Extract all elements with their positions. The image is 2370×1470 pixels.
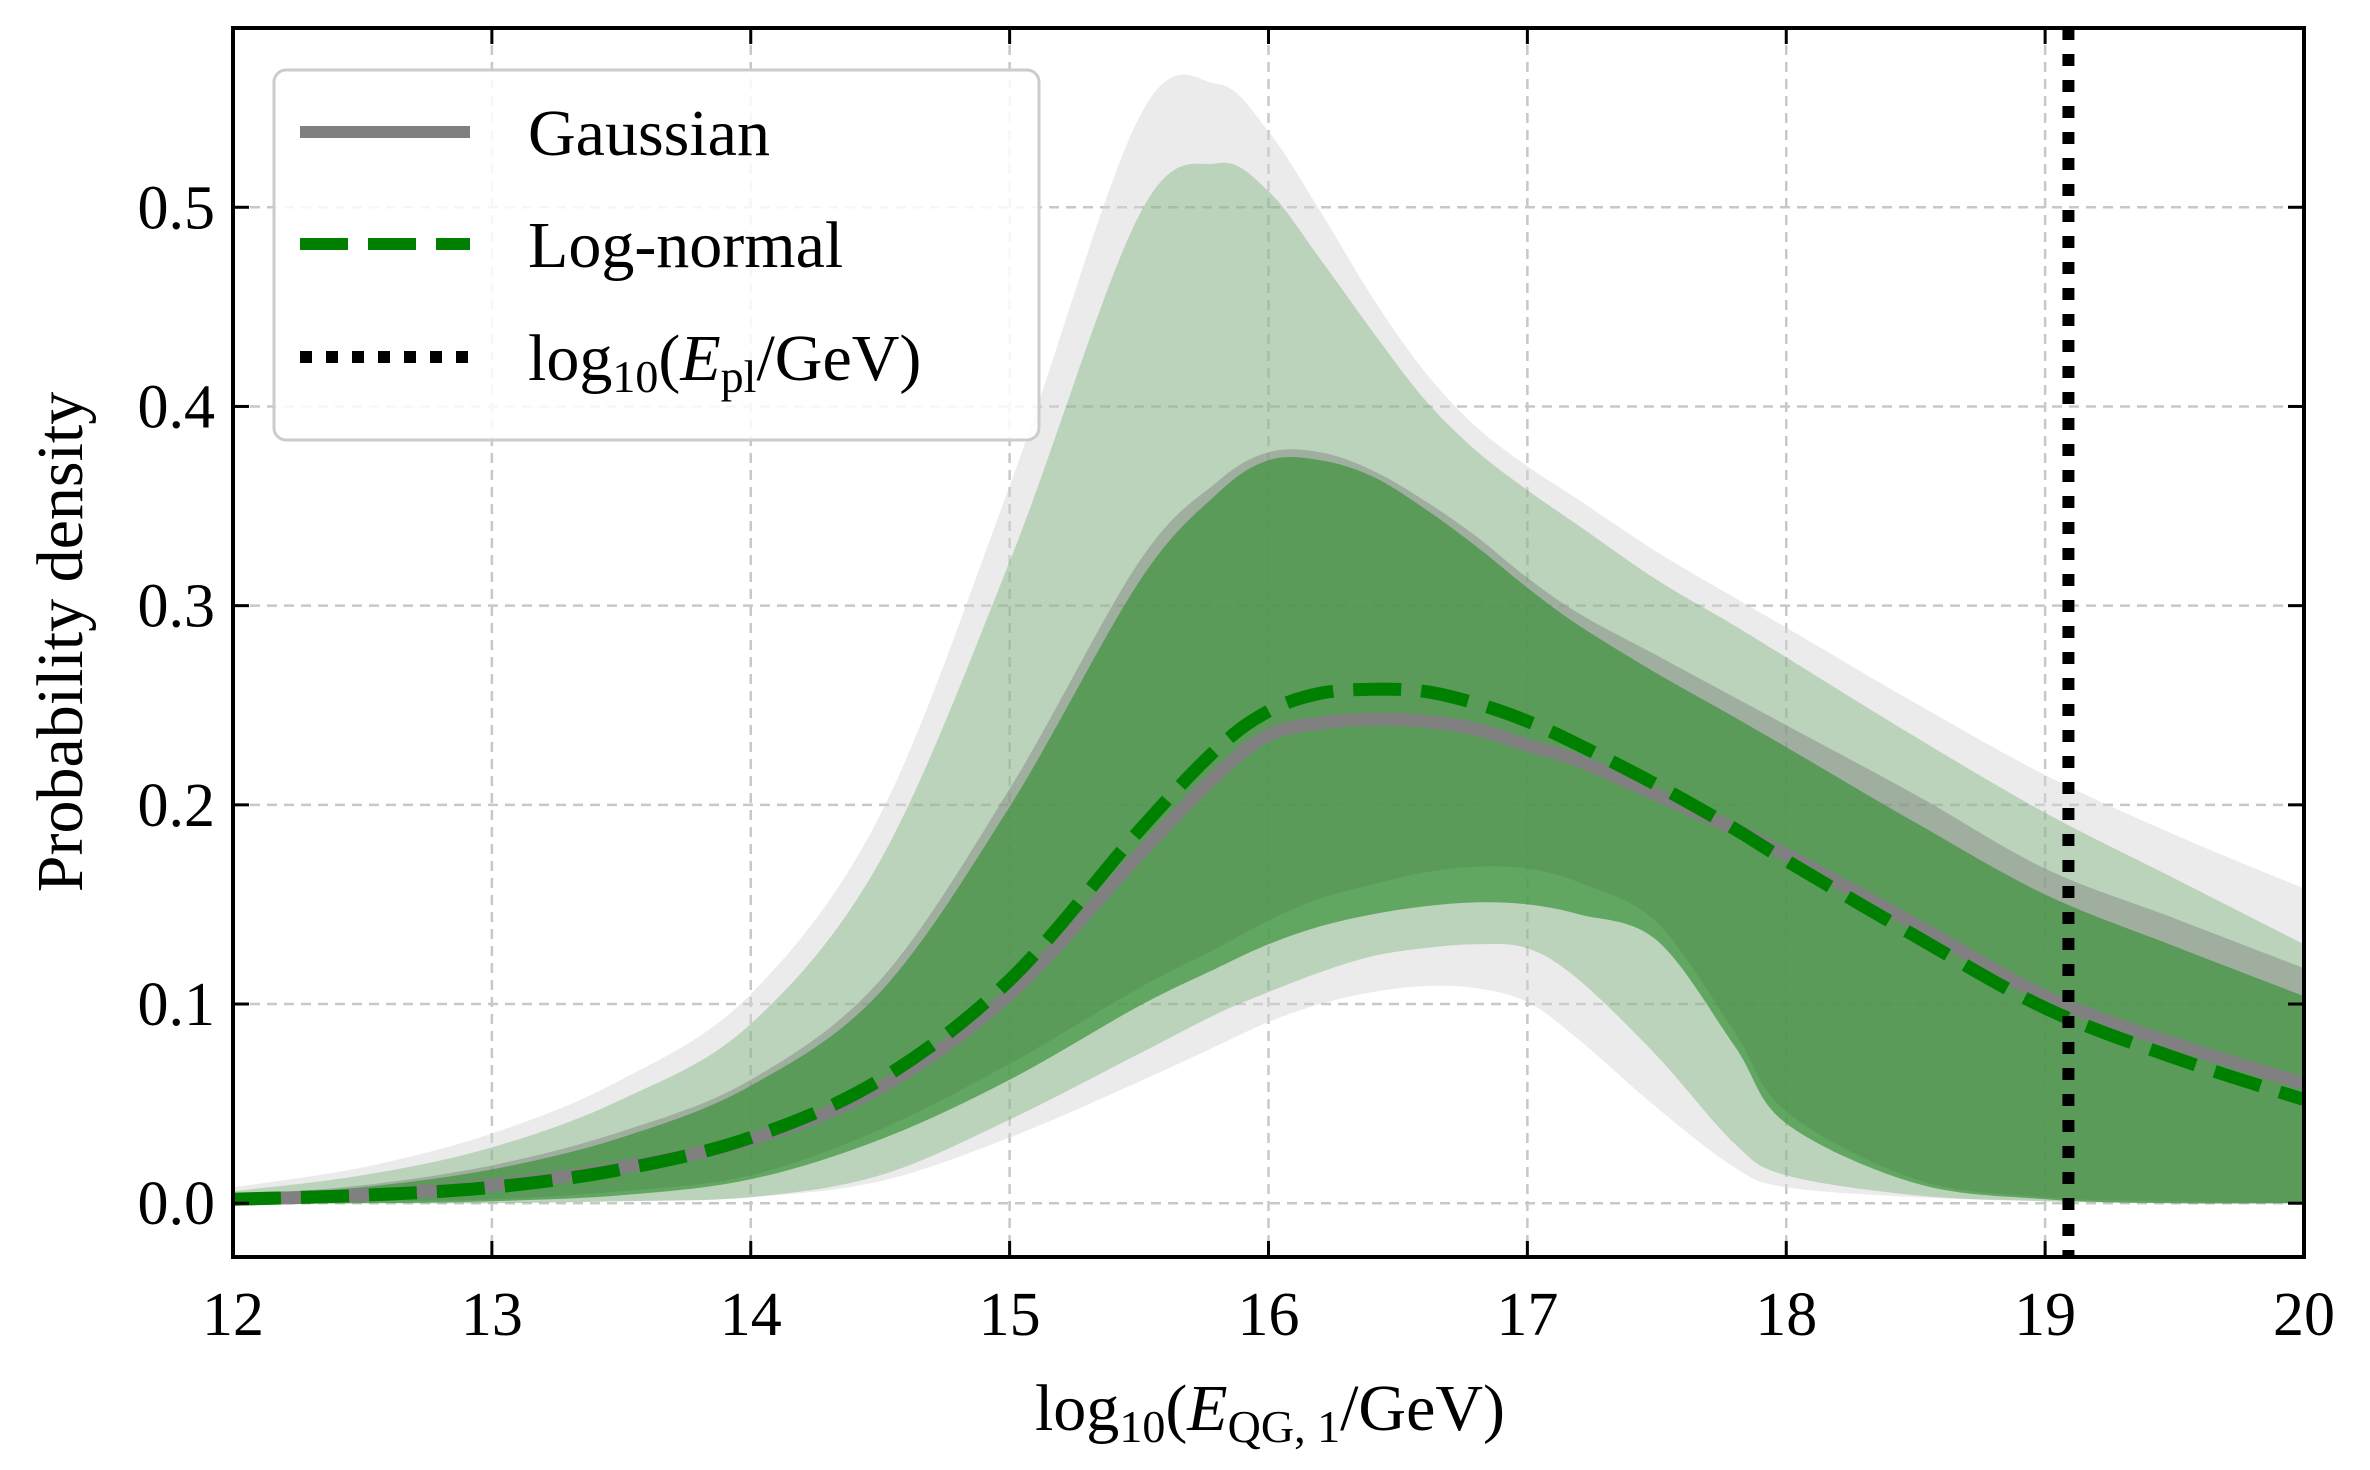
x-label-prefix: log — [1035, 1372, 1119, 1445]
legend-planck-suffix: /GeV) — [756, 322, 921, 395]
legend: Gaussian Log-normal log10(Epl/GeV) — [272, 68, 1041, 442]
series-lines — [233, 682, 2304, 1206]
legend-planck-prefix: log — [528, 322, 612, 395]
legend-planck-var: E — [679, 322, 720, 395]
x-axis-label: log10(EQG, 1/GeV) — [1035, 1372, 1505, 1452]
legend-item-gaussian: Gaussian — [300, 97, 770, 170]
x-tick-label-8: 20 — [2273, 1281, 2335, 1349]
y-tick-label-1: 0.1 — [138, 971, 216, 1039]
y-tick-label-2: 0.2 — [138, 772, 216, 840]
x-axis-ticks: 12 13 14 15 16 17 18 19 20 — [202, 28, 2335, 1349]
x-tick-label-5: 17 — [1496, 1281, 1558, 1349]
x-tick-label-1: 13 — [461, 1281, 523, 1349]
x-tick-label-7: 19 — [2014, 1281, 2076, 1349]
y-tick-label-4: 0.4 — [138, 373, 216, 441]
y-tick-label-5: 0.5 — [138, 174, 216, 242]
band-log-normal-68 — [233, 457, 2304, 1204]
y-tick-label-0: 0.0 — [138, 1170, 216, 1238]
x-label-base: 10 — [1119, 1401, 1165, 1452]
legend-item-lognormal: Log-normal — [300, 209, 843, 282]
y-tick-label-3: 0.3 — [138, 573, 216, 641]
x-label-var: E — [1186, 1372, 1227, 1445]
x-label-suffix: /GeV) — [1340, 1372, 1505, 1445]
legend-planck-open: ( — [658, 322, 680, 395]
x-tick-label-3: 15 — [979, 1281, 1041, 1349]
y-axis-label: Probability density — [24, 392, 97, 892]
series-line-log-normal — [233, 682, 2304, 1206]
legend-box — [272, 68, 1041, 442]
legend-item-planck: log10(Epl/GeV) — [300, 322, 921, 402]
x-label-sub: QG, 1 — [1228, 1401, 1340, 1452]
x-tick-label-6: 18 — [1755, 1281, 1817, 1349]
legend-planck-sub: pl — [721, 351, 757, 402]
y-axis-ticks: 0.0 0.1 0.2 0.3 0.4 0.5 — [138, 174, 2304, 1238]
legend-planck-base: 10 — [612, 351, 658, 402]
x-tick-label-0: 12 — [202, 1281, 264, 1349]
legend-label-planck: log10(Epl/GeV) — [528, 322, 921, 402]
x-label-open: ( — [1165, 1372, 1187, 1445]
x-tick-label-2: 14 — [720, 1281, 782, 1349]
legend-label-gaussian: Gaussian — [528, 97, 770, 170]
x-tick-label-4: 16 — [1238, 1281, 1300, 1349]
legend-label-lognormal: Log-normal — [528, 209, 843, 282]
confidence-bands — [233, 74, 2304, 1204]
